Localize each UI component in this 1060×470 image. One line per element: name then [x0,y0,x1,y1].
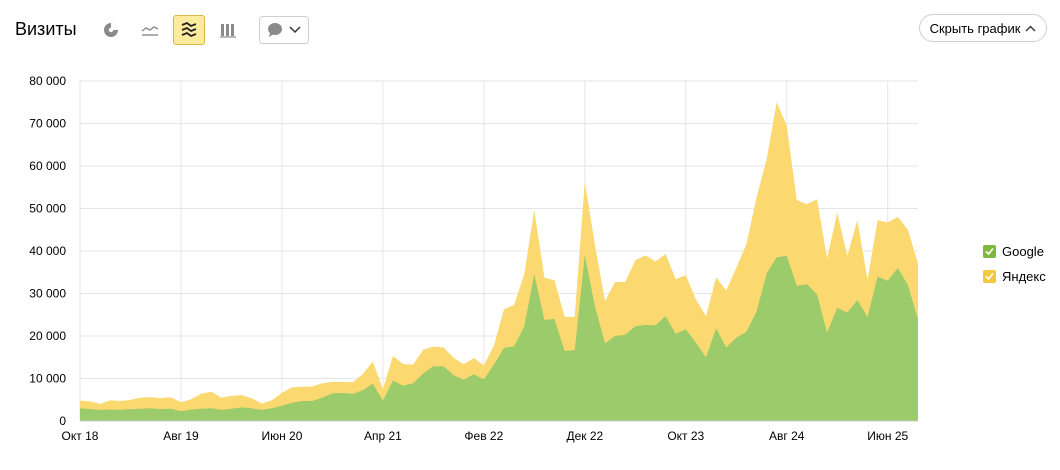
y-tick-label: 0 [59,414,66,428]
y-tick-label: 10 000 [29,372,66,386]
x-tick-label: Окт 23 [667,429,704,443]
line-chart-icon [141,26,159,36]
x-tick-label: Окт 18 [62,429,99,443]
checkbox-checked-icon[interactable] [983,245,996,258]
y-tick-label: 30 000 [29,287,66,301]
y-tick-label: 20 000 [29,329,66,343]
comment-icon [268,23,282,37]
line-chart-button[interactable] [134,15,166,45]
chevron-down-icon [289,26,301,34]
stacked-area-button[interactable] [173,15,205,45]
hide-chart-label: Скрыть график [929,20,1021,36]
checkbox-checked-icon[interactable] [983,270,996,283]
pie-chart-button[interactable] [95,15,127,45]
x-tick-label: Авг 19 [163,429,199,443]
comments-dropdown[interactable] [259,16,309,44]
chevron-up-icon [1025,25,1036,31]
x-tick-label: Дек 22 [566,429,603,443]
pie-chart-icon [104,23,118,37]
area-google [80,255,918,421]
area-yandex [80,102,918,422]
legend-label-yandex: Яндекс [1002,269,1046,284]
y-tick-label: 40 000 [29,244,66,258]
y-tick-label: 60 000 [29,159,66,173]
legend-item-yandex[interactable]: Яндекс [983,269,1046,284]
y-tick-label: 70 000 [29,117,66,131]
stacked-area-icon [181,21,197,38]
legend-label-google: Google [1002,244,1044,259]
x-tick-label: Июн 25 [867,429,908,443]
y-tick-label: 80 000 [29,74,66,88]
page-title: Визиты [15,19,77,39]
x-tick-label: Апр 21 [364,429,402,443]
legend-item-google[interactable]: Google [983,244,1044,259]
x-tick-label: Июн 20 [261,429,302,443]
hide-chart-button[interactable]: Скрыть график [919,14,1047,42]
x-tick-label: Фев 22 [464,429,503,443]
y-tick-label: 50 000 [29,202,66,216]
bar-chart-button[interactable] [212,15,244,45]
x-tick-label: Авг 24 [769,429,805,443]
bar-chart-icon [220,24,236,38]
